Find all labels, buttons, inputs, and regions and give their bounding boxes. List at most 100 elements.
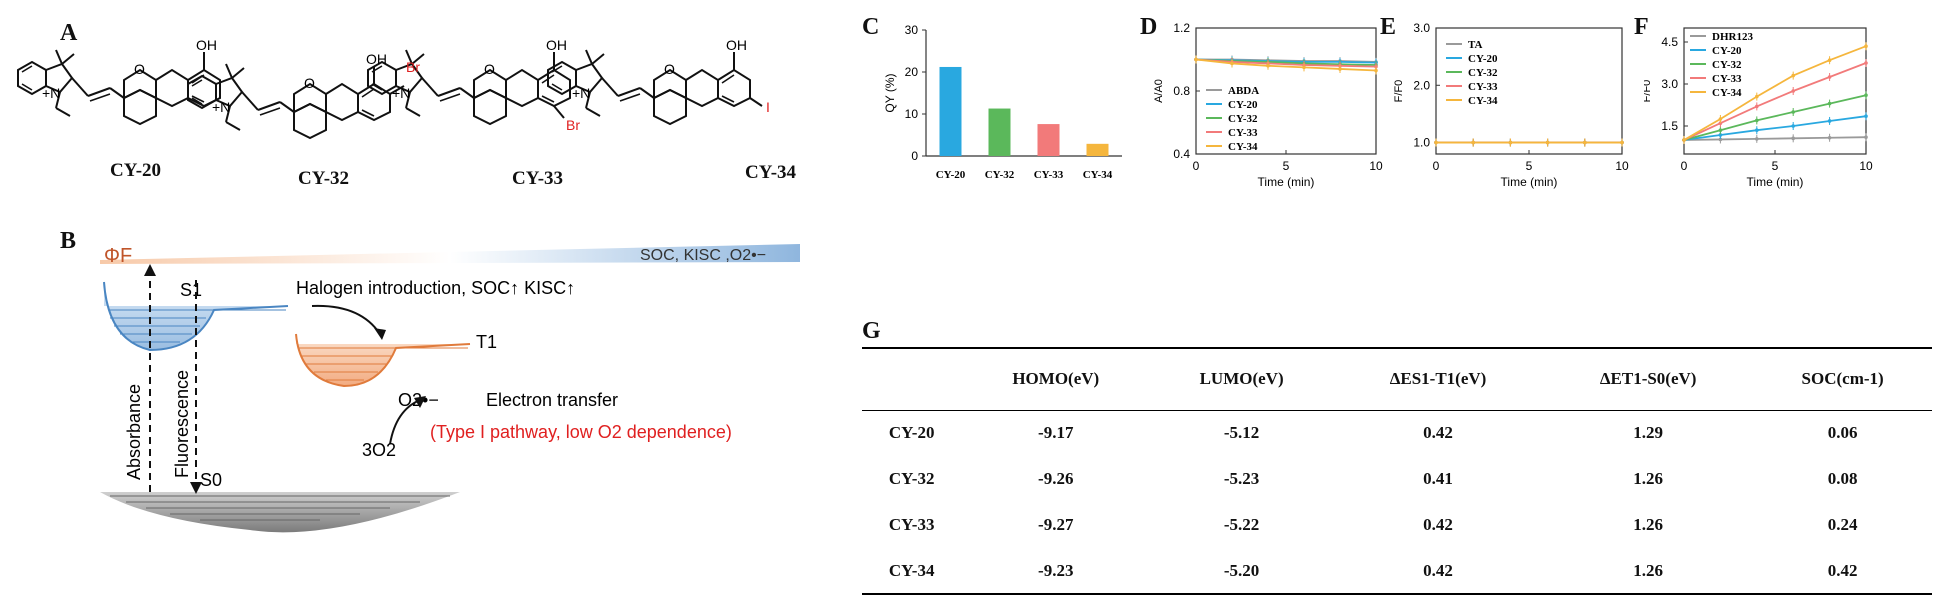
data-point (1827, 135, 1832, 140)
table-header-cell: ΔET1-S0(eV) (1543, 347, 1754, 411)
t1-label: T1 (476, 332, 497, 352)
o-label-cy33: O (484, 61, 495, 77)
y-tick-label: 0.4 (1173, 147, 1190, 161)
panel-label-f: F (1634, 14, 1649, 40)
y-axis-label: A/A0 (1153, 79, 1165, 103)
legend-entry: ABDA (1228, 85, 1259, 97)
legend-entry: CY-34 (1712, 87, 1742, 99)
panel-label-e: E (1380, 14, 1397, 40)
data-point (1864, 114, 1868, 118)
legend-entry: CY-33 (1712, 73, 1742, 85)
gradient-bar (100, 244, 800, 264)
bar-cy-32 (988, 108, 1011, 156)
x-tick-label: 0 (1193, 159, 1200, 173)
soc-label: SOC, KISC ,O2•− (640, 247, 766, 264)
y-tick-label: 3.0 (1661, 77, 1678, 91)
chart-d: 0.4 0.8 1.2 0 5 10 Time (min) A/A0 ABDA CY-20 CY-3… (1153, 21, 1383, 189)
legend-entry: CY-20 (1468, 53, 1498, 65)
data-point (1718, 128, 1723, 132)
data-point (1791, 124, 1795, 128)
o-label-cy20: O (134, 61, 145, 77)
oh-label-cy33: OH (546, 37, 567, 53)
table-header-cell (862, 347, 962, 411)
table-cell: CY-32 (888, 469, 935, 488)
data-point (1545, 140, 1550, 145)
table-cell: 1.26 (1543, 548, 1754, 595)
y-tick-label: 4.5 (1661, 35, 1678, 49)
data-point (1864, 44, 1868, 48)
data-point (1718, 117, 1723, 121)
nplus-label-cy20: +N (42, 85, 60, 101)
chart-f: 1.5 3.0 4.5 0 5 10 Time (min) F/F0 DHR123 CY-20 CY… (1644, 27, 1873, 189)
series-line-dhr123 (1683, 136, 1867, 141)
table-cell: 1.29 (1633, 423, 1664, 443)
isc-arrow (311, 304, 381, 335)
table-cell: -5.12 (1223, 423, 1260, 443)
table-header-cell: LUMO(eV) (1150, 347, 1333, 411)
legend-entry: DHR123 (1712, 31, 1753, 43)
data-point (1194, 57, 1198, 62)
oh-label-cy20: OH (196, 37, 217, 53)
data-point (1791, 89, 1795, 93)
data-point (1434, 140, 1438, 145)
y-tick-label: 1.2 (1173, 21, 1190, 35)
chart-c: 0 10 20 30 QY (%) CY-20 CY-32 CY-33 CY-34 (883, 23, 1122, 181)
table-cell: -9.26 (1038, 469, 1074, 488)
bar-cy-20 (939, 66, 962, 156)
data-point (1864, 61, 1868, 65)
legend-entry: CY-20 (1712, 45, 1742, 57)
legend-entry: CY-20 (1228, 99, 1258, 111)
x-tick-label: CY-20 (936, 169, 966, 181)
panel-label-a: A (60, 20, 78, 46)
data-point (1508, 140, 1513, 145)
series-line-cy-34 (1195, 58, 1377, 72)
data-point (1864, 135, 1868, 139)
data-point (1583, 140, 1587, 145)
table-cell: 1.26 (1633, 469, 1664, 488)
y-tick-label: 1.0 (1413, 136, 1430, 150)
br-label-cy33: Br (566, 117, 580, 133)
x-axis-label: Time (min) (1501, 175, 1558, 189)
table-header-cell: HOMO(eV) (961, 347, 1151, 411)
o-label-cy34: O (664, 61, 675, 77)
data-point (1718, 137, 1723, 142)
data-point (1266, 64, 1270, 68)
plot-frame (1435, 27, 1623, 155)
table-cell: -5.23 (1223, 469, 1260, 488)
data-point (1827, 101, 1832, 106)
table-cell: 1.26 (1633, 515, 1664, 534)
y-tick-label: 0.8 (1173, 84, 1190, 98)
x-axis-label: Time (min) (1258, 175, 1315, 189)
legend-entry: CY-32 (1712, 59, 1742, 71)
table-cell: 0.41 (1423, 469, 1453, 488)
data-point (1302, 65, 1306, 70)
data-point (1827, 58, 1832, 62)
x-axis-label: Time (min) (1747, 175, 1804, 189)
legend-entry: CY-33 (1228, 127, 1258, 139)
type1-label: (Type I pathway, low O2 dependence) (430, 422, 732, 442)
y-tick-label: 3.0 (1413, 21, 1430, 35)
table-cell: -9.23 (961, 548, 1151, 595)
bar-cy-34 (1086, 143, 1109, 156)
bar-cy-33 (1037, 124, 1060, 156)
table-header-cell: SOC(cm-1) (1753, 347, 1932, 411)
legend-entry: CY-34 (1228, 141, 1258, 153)
panel-label-g: G (862, 318, 881, 344)
data-point (1864, 93, 1868, 97)
x-tick-label: CY-33 (1034, 169, 1064, 181)
br-label-cy32: Br (406, 59, 420, 75)
data-point (1791, 110, 1795, 114)
oh-label-cy32: OH (366, 51, 387, 67)
legend-entry: TA (1468, 39, 1483, 51)
s0-well (100, 492, 460, 533)
table-cell: 0.24 (1827, 515, 1858, 534)
molecule-name-cy34: CY-34 (745, 162, 797, 183)
o-label-cy32: O (304, 75, 315, 91)
molecule-name-cy33: CY-33 (512, 168, 564, 189)
halogen-text: Halogen introduction, SOC↑ KISC↑ (296, 278, 575, 298)
panel-label-b: B (60, 228, 77, 254)
x-tick-label: 0 (1681, 159, 1688, 173)
table-cell: -5.22 (1223, 515, 1260, 534)
series-line-cy-34 (1683, 45, 1867, 141)
data-point (1755, 128, 1759, 132)
